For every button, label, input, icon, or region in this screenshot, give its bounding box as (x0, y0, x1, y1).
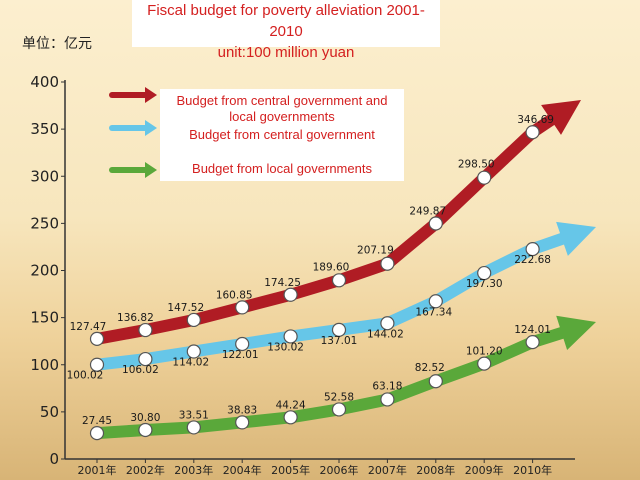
data-point (283, 410, 298, 425)
data-point (428, 374, 443, 389)
data-label: 160.85 (216, 289, 253, 301)
data-label: 44.24 (276, 399, 306, 411)
legend: Budget from central government and local… (160, 89, 404, 181)
data-label: 346.69 (517, 114, 554, 126)
data-label: 101.20 (466, 346, 503, 358)
chart-subtitle: unit:100 million yuan (217, 44, 355, 61)
data-label: 52.58 (324, 391, 354, 403)
data-label: 174.25 (264, 277, 301, 289)
y-tick-label: 150 (30, 309, 59, 327)
data-point (186, 344, 201, 359)
y-tick-label: 250 (30, 214, 59, 232)
data-point (89, 331, 105, 346)
y-tick-label: 50 (40, 403, 59, 421)
data-label: 222.68 (514, 254, 551, 266)
data-point (138, 422, 153, 438)
y-tick-label: 350 (30, 120, 59, 138)
data-label: 122.01 (222, 349, 259, 361)
data-label: 127.47 (70, 321, 107, 333)
chart-title: Fiscal budget for poverty alleviation 20… (147, 2, 425, 40)
legend-arrow-local-head (145, 162, 157, 178)
data-label: 30.80 (130, 412, 160, 424)
data-point (89, 357, 105, 372)
data-point (525, 335, 540, 350)
legend-label-local: Budget from local governments (192, 161, 372, 176)
data-point (428, 294, 443, 309)
data-label: 38.83 (227, 404, 257, 416)
x-tick-label: 2001年 (78, 463, 117, 477)
data-label: 106.02 (122, 364, 159, 376)
unit-label: 单位：亿元 (22, 36, 92, 52)
y-tick-label: 400 (30, 73, 59, 91)
data-point (331, 273, 347, 288)
data-label: 33.51 (179, 409, 209, 421)
y-tick-label: 200 (30, 262, 59, 280)
data-label: 144.02 (367, 328, 404, 340)
data-label: 298.50 (458, 159, 495, 171)
x-tick-label: 2004年 (223, 463, 262, 477)
x-tick-label: 2009年 (465, 463, 504, 477)
data-point (380, 316, 395, 331)
legend-arrow-total-head (145, 87, 157, 103)
data-label: 137.01 (321, 335, 358, 347)
data-label: 197.30 (466, 278, 503, 290)
data-label: 63.18 (372, 380, 402, 392)
data-point (428, 216, 443, 231)
data-label: 249.87 (409, 205, 446, 217)
data-label: 124.01 (514, 324, 551, 336)
data-label: 130.02 (267, 341, 304, 353)
data-point (525, 242, 540, 257)
data-label: 189.60 (313, 261, 350, 273)
data-point (283, 329, 298, 344)
series-arrowhead-local (556, 315, 596, 350)
data-point (477, 170, 492, 185)
x-tick-label: 2010年 (513, 463, 552, 477)
legend-label-central: Budget from central government (189, 127, 375, 142)
y-tick-label: 100 (30, 356, 59, 374)
data-label: 100.02 (67, 370, 104, 382)
legend-label-total-line1: Budget from central government and (176, 93, 388, 108)
data-label: 27.45 (82, 415, 112, 427)
series-arrowhead-total (541, 100, 581, 135)
y-tick-label: 0 (49, 450, 59, 468)
title-box: Fiscal budget for poverty alleviation 20… (132, 0, 440, 61)
data-label: 167.34 (415, 306, 452, 318)
data-point (235, 415, 250, 430)
x-tick-label: 2005年 (271, 463, 310, 477)
data-point (331, 322, 347, 337)
data-label: 82.52 (415, 362, 445, 374)
data-label: 136.82 (117, 312, 154, 324)
data-point (331, 402, 347, 417)
data-point (380, 256, 395, 271)
data-point (525, 125, 540, 140)
data-point (235, 336, 250, 352)
data-label: 147.52 (167, 302, 204, 314)
data-point (235, 300, 250, 315)
x-tick-label: 2007年 (368, 463, 407, 477)
x-tick-label: 2006年 (320, 463, 359, 477)
legend-label-total-line2: local governments (229, 109, 335, 124)
x-tick-label: 2002年 (126, 463, 165, 477)
data-label: 114.02 (172, 357, 209, 369)
data-point (477, 265, 492, 281)
x-tick-label: 2008年 (416, 463, 455, 477)
data-point (283, 287, 298, 302)
legend-arrow-central-head (145, 120, 157, 136)
series-arrowhead-central (556, 221, 596, 256)
data-point (138, 351, 153, 367)
x-tick-label: 2003年 (174, 463, 213, 477)
data-label: 207.19 (357, 245, 394, 257)
data-point (477, 356, 492, 371)
data-point (138, 322, 153, 338)
data-point (186, 420, 201, 435)
y-tick-label: 300 (30, 167, 59, 185)
data-point (89, 426, 105, 441)
data-point (380, 392, 395, 407)
data-point (186, 312, 201, 328)
